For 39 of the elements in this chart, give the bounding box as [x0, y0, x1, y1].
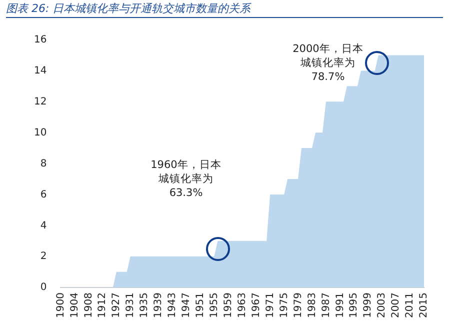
x-tick-label: 1904	[69, 292, 80, 318]
y-tick-label: 0	[40, 282, 47, 294]
y-tick-label: 2	[40, 251, 47, 262]
x-tick-label: 1955	[209, 292, 220, 318]
y-tick-label: 14	[34, 66, 47, 77]
annotation: 1960年，日本城镇化率为 63.3%	[150, 158, 222, 200]
x-tick-label: 1951	[195, 292, 206, 318]
y-tick-label: 4	[40, 220, 47, 232]
x-tick-label: 1971	[264, 292, 276, 318]
x-tick-label: 1939	[153, 292, 164, 318]
x-tick-label: 1912	[97, 292, 108, 318]
x-tick-label: 1991	[334, 292, 346, 318]
x-tick-label: 1979	[292, 292, 304, 318]
y-tick-label: 10	[34, 127, 47, 138]
x-tick-label: 1995	[348, 292, 360, 318]
x-tick-label: 2007	[390, 292, 402, 318]
x-tick-label: 1900	[55, 292, 66, 318]
x-tick-label: 1987	[320, 292, 332, 318]
x-tick-label: 1983	[306, 292, 318, 318]
x-tick-label: 1931	[125, 292, 136, 318]
x-tick-label: 1967	[250, 292, 262, 318]
x-tick-label: 1943	[167, 292, 178, 318]
annotation: 2000年，日本城镇化率为 78.7%	[292, 42, 364, 84]
x-tick-label: 1959	[222, 292, 234, 318]
y-tick-label: 6	[40, 189, 47, 200]
x-tick-label: 2015	[418, 292, 430, 318]
x-tick-label: 1935	[139, 292, 150, 318]
y-tick-label: 12	[34, 96, 47, 108]
x-tick-label: 1975	[278, 292, 290, 318]
chart-title: 图表 26: 日本城镇化率与开通轨交城市数量的关系	[6, 1, 443, 18]
x-tick-label: 2011	[404, 292, 416, 318]
x-tick-label: 1908	[83, 292, 94, 318]
x-tick-label: 1963	[236, 292, 248, 318]
y-tick-label: 8	[40, 158, 47, 170]
x-tick-label: 1927	[111, 292, 122, 318]
y-tick-label: 16	[34, 34, 47, 46]
x-tick-label: 1999	[362, 292, 374, 318]
x-tick-label: 2003	[376, 292, 388, 318]
x-tick-label: 1947	[181, 292, 192, 318]
